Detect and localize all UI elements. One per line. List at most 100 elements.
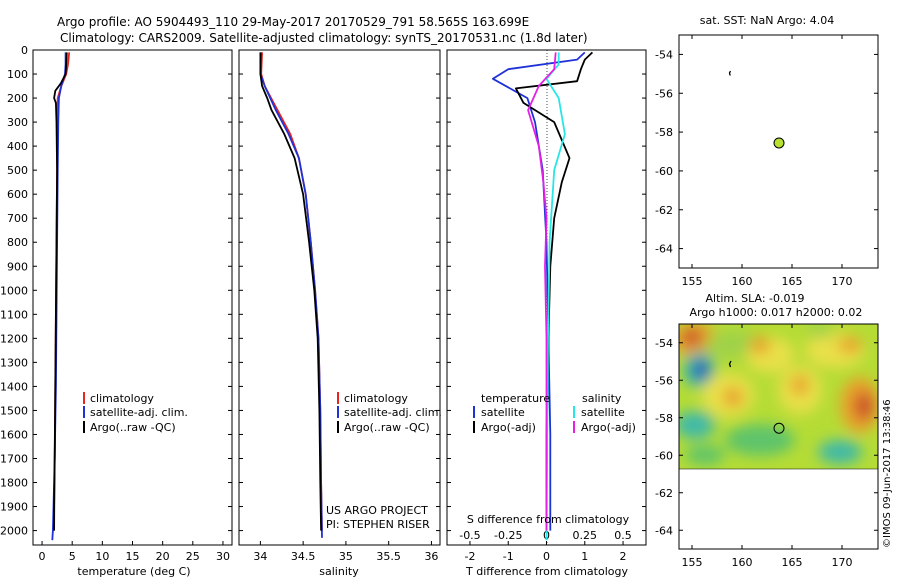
salinity-panel: 34 34.5 35 35.5 36 salinity climatology sate… bbox=[238, 49, 442, 578]
sla-cell bbox=[855, 392, 873, 420]
sla-map-title2: Argo h1000: 0.017 h2000: 0.02 bbox=[690, 306, 863, 319]
lat-tick-label: -56 bbox=[655, 374, 673, 387]
depth-axis: 0100200300400500600700800900100011001200… bbox=[0, 44, 232, 563]
depth-tick-label: 1800 bbox=[0, 477, 28, 490]
series-line-argo-raw-qc- bbox=[259, 52, 322, 531]
temperature-panel: 0100200300400500600700800900100011001200… bbox=[0, 44, 233, 578]
x-tick-label: -2 bbox=[464, 550, 475, 563]
difference-axes: -2 -1 0 1 2-0.5 -0.25 0 0.25 0.5 bbox=[447, 49, 646, 563]
difference-series bbox=[492, 51, 594, 541]
series-line-temperature-satellite bbox=[492, 51, 586, 531]
temperature-legend: climatology satellite-adj. clim. Argo(..… bbox=[83, 392, 188, 434]
x-tick-label: 30 bbox=[216, 550, 230, 563]
sst-map-land-fragment bbox=[728, 70, 732, 76]
depth-tick-label: 100 bbox=[7, 68, 28, 81]
lat-tick-label: -58 bbox=[655, 412, 673, 425]
depth-tick-label: 200 bbox=[7, 92, 28, 105]
depth-tick-label: 900 bbox=[7, 260, 28, 273]
lon-tick-label: 170 bbox=[832, 275, 853, 288]
depth-tick-label: 1000 bbox=[0, 284, 28, 297]
lon-tick-label: 160 bbox=[732, 556, 753, 569]
depth-tick-label: 1500 bbox=[0, 404, 28, 417]
legend-label-argo: Argo(..raw -QC) bbox=[344, 421, 430, 434]
legend-label-satellite: satellite-adj. clim. bbox=[344, 406, 442, 419]
legend-label-sal-satellite: satellite bbox=[581, 406, 625, 419]
series-line-salinity-argo-adj- bbox=[527, 52, 557, 531]
depth-tick-label: 1200 bbox=[0, 332, 28, 345]
x-tick-label: 0 bbox=[543, 550, 550, 563]
sla-cell bbox=[818, 440, 862, 464]
lat-tick-label: -64 bbox=[655, 524, 673, 537]
depth-tick-label: 1300 bbox=[0, 356, 28, 369]
sla-cell bbox=[806, 324, 834, 338]
lon-tick-label: 155 bbox=[682, 556, 703, 569]
sla-cell bbox=[725, 424, 795, 456]
x-tick-label: 34 bbox=[253, 550, 267, 563]
depth-tick-label: 1600 bbox=[0, 428, 28, 441]
salinity-series bbox=[259, 52, 323, 538]
sla-field bbox=[679, 324, 878, 465]
series-line-argo-raw-qc- bbox=[53, 52, 68, 531]
x-tick-label: 15 bbox=[126, 550, 140, 563]
timestamp-stamp: ©IMOS 09-Jun-2017 13:38:46 bbox=[882, 399, 893, 548]
lat-tick-label: -64 bbox=[655, 243, 673, 256]
header-line2: Climatology: CARS2009. Satellite-adjuste… bbox=[60, 31, 588, 45]
sla-cell bbox=[685, 445, 725, 465]
x-tick-label: 1 bbox=[581, 550, 588, 563]
lon-tick-label: 160 bbox=[732, 275, 753, 288]
depth-tick-label: 700 bbox=[7, 212, 28, 225]
x-tick-label: 5 bbox=[69, 550, 76, 563]
temperature-series bbox=[51, 52, 71, 541]
lat-tick-label: -60 bbox=[655, 449, 673, 462]
sla-no-data-area bbox=[679, 469, 878, 549]
depth-tick-label: 1900 bbox=[0, 501, 28, 514]
depth-tick-label: 800 bbox=[7, 236, 28, 249]
x-tick-label: 34.5 bbox=[291, 550, 316, 563]
x-tick-label: -1 bbox=[503, 550, 514, 563]
depth-tick-label: 600 bbox=[7, 188, 28, 201]
depth-tick-label: 300 bbox=[7, 116, 28, 129]
salinity-frame bbox=[238, 49, 441, 546]
lat-tick-label: -62 bbox=[655, 204, 673, 217]
lon-tick-label: 155 bbox=[682, 275, 703, 288]
difference-xlabel-top: S difference from climatology bbox=[467, 513, 630, 526]
sst-map-title: sat. SST: NaN Argo: 4.04 bbox=[700, 14, 834, 27]
lat-tick-label: -62 bbox=[655, 487, 673, 500]
sla-cell bbox=[679, 411, 715, 439]
s-tick-label: 0.25 bbox=[573, 529, 598, 542]
difference-panel: -2 -1 0 1 2-0.5 -0.25 0 0.25 0.5 S difference fr… bbox=[446, 49, 647, 578]
x-tick-label: 20 bbox=[156, 550, 170, 563]
sst-map-frame bbox=[678, 34, 879, 269]
depth-tick-label: 400 bbox=[7, 140, 28, 153]
x-tick-label: 0 bbox=[39, 550, 46, 563]
depth-tick-label: 500 bbox=[7, 164, 28, 177]
lat-tick-label: -60 bbox=[655, 165, 673, 178]
float-position-marker bbox=[773, 422, 785, 434]
x-tick-label: 2 bbox=[620, 550, 627, 563]
difference-legend: temperature satellite Argo(-adj) salinit… bbox=[473, 392, 636, 434]
project-note-line1: US ARGO PROJECT bbox=[326, 504, 428, 517]
salinity-xlabel: salinity bbox=[319, 565, 359, 578]
legend-title-temperature: temperature bbox=[481, 392, 550, 405]
lat-tick-label: -58 bbox=[655, 126, 673, 139]
sla-map-panel: Altim. SLA: -0.019 Argo h1000: 0.017 h20… bbox=[655, 292, 879, 569]
salinity-legend: climatology satellite-adj. clim. Argo(..… bbox=[337, 392, 442, 434]
s-tick-label: -0.25 bbox=[494, 529, 522, 542]
legend-label-satellite: satellite-adj. clim. bbox=[90, 406, 188, 419]
legend-label-climatology: climatology bbox=[90, 392, 154, 405]
temperature-frame bbox=[32, 49, 233, 546]
legend-label-temp-satellite: satellite bbox=[481, 406, 525, 419]
sla-cell bbox=[838, 337, 862, 353]
lon-tick-label: 165 bbox=[782, 275, 803, 288]
lat-tick-label: -54 bbox=[655, 337, 673, 350]
lon-tick-label: 170 bbox=[832, 556, 853, 569]
salinity-axes: 34 34.5 35 35.5 36 bbox=[239, 49, 440, 563]
sla-cell bbox=[682, 329, 702, 345]
lon-tick-label: 165 bbox=[782, 556, 803, 569]
sla-map-frame bbox=[678, 323, 879, 550]
depth-tick-label: 1400 bbox=[0, 380, 28, 393]
sst-map-panel: sat. SST: NaN Argo: 4.04 -54 -56 -58 -60 -62… bbox=[655, 14, 879, 288]
depth-tick-label: 2000 bbox=[0, 525, 28, 538]
legend-label-temp-argo: Argo(-adj) bbox=[481, 421, 536, 434]
legend-title-salinity: salinity bbox=[582, 392, 622, 405]
